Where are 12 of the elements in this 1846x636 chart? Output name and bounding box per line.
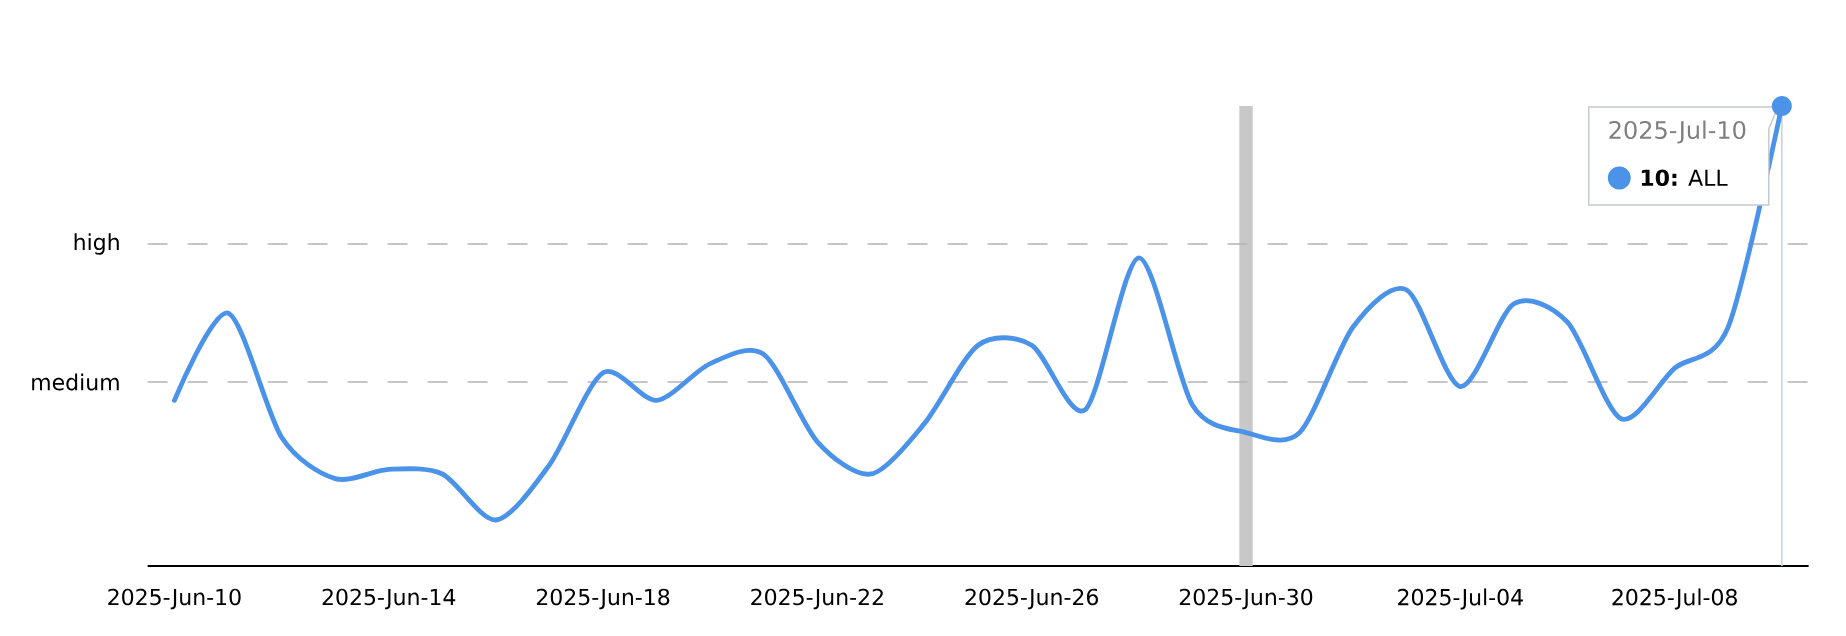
x-tick-label: 2025-Jun-14 — [322, 588, 456, 610]
annotation: 2025-Jul-10 — [1609, 120, 1746, 144]
annotation: ● 10: ALL — [1607, 166, 1728, 190]
x-tick-label: 2025-Jun-30 — [1179, 588, 1313, 610]
x-tick-label: 2025-Jun-22 — [751, 588, 883, 610]
x-tick-label: 2025-Jun-10 — [108, 588, 241, 610]
x-tick-label: 2025-Jul-04 — [1398, 588, 1523, 610]
x-tick-label: 2025-Jul-08 — [1612, 588, 1737, 610]
x-tick-label: 2025-Jun-26 — [965, 588, 1099, 610]
x-tick-label: 2025-Jun-18 — [536, 588, 670, 610]
ref-line-label: high — [74, 233, 119, 255]
ref-line-label: medium — [32, 373, 119, 391]
